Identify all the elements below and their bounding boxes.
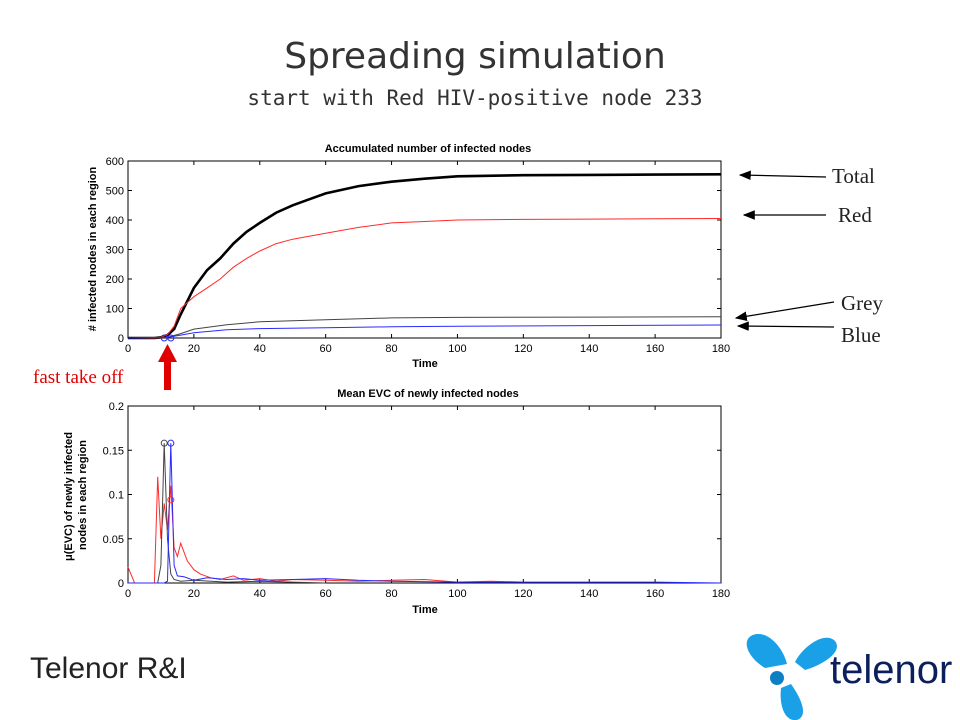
x-tick-label: 140 (580, 588, 598, 600)
series-marker (160, 439, 168, 447)
x-tick-label: 40 (254, 588, 266, 600)
arrow-grey (734, 301, 835, 321)
annotation-grey: Grey (841, 291, 883, 315)
x-tick-label: 120 (514, 588, 532, 600)
x-tick-label: 100 (448, 588, 466, 600)
y-tick-label: 400 (106, 215, 124, 227)
series-line-total (128, 173, 722, 340)
x-tick-label: 160 (646, 588, 664, 600)
x-tick-label: 160 (646, 343, 664, 355)
x-tick-label: 140 (580, 343, 598, 355)
x-tick-label: 80 (385, 588, 397, 600)
y-tick-label: 0.2 (109, 401, 124, 413)
annotation-total: Total (832, 164, 875, 188)
slide-subtitle: start with Red HIV-positive node 233 (247, 86, 703, 110)
chart2-xlabel: Time (412, 604, 437, 616)
annotations: Total Red Grey Blue fast take off (33, 164, 883, 390)
x-tick-label: 120 (514, 343, 532, 355)
chart1-plot-area (127, 160, 722, 339)
chart2-ylabel-line2: nodes in each region (77, 440, 89, 550)
x-tick-label: 100 (448, 343, 466, 355)
take-off-arrow-icon (158, 344, 177, 390)
mean-evc-chart: Mean EVC of newly infected nodes 0 0.05 0.… (63, 388, 730, 616)
annotation-blue: Blue (841, 323, 881, 347)
y-tick-label: 0.1 (109, 490, 124, 502)
y-tick-label: 300 (106, 245, 124, 257)
x-tick-label: 180 (712, 343, 730, 355)
x-tick-label: 180 (712, 588, 730, 600)
y-tick-label: 500 (106, 186, 124, 198)
series-line-blue (128, 443, 722, 584)
chart1-xlabel: Time (412, 358, 437, 370)
x-tick-label: 0 (125, 343, 131, 355)
x-tick-label: 0 (125, 588, 131, 600)
slide-title: Spreading simulation (284, 36, 666, 77)
series-marker (167, 439, 175, 447)
chart1-ylabel: # infected nodes in each region (87, 167, 99, 332)
telenor-propeller-icon (746, 633, 837, 720)
series-marker (167, 334, 175, 342)
series-line-grey (127, 316, 722, 339)
x-tick-label: 60 (320, 588, 332, 600)
y-tick-label: 0.05 (103, 534, 124, 546)
x-tick-label: 60 (320, 343, 332, 355)
annotation-fast-take-off: fast take off (33, 367, 124, 388)
chart1-title: Accumulated number of infected nodes (325, 143, 532, 155)
y-tick-label: 200 (106, 274, 124, 286)
telenor-logo: telenor (746, 633, 952, 720)
y-tick-label: 100 (106, 304, 124, 316)
series-line-grey (128, 443, 326, 584)
x-tick-label: 80 (385, 343, 397, 355)
chart2-plot-area (127, 405, 722, 584)
arrow-blue (736, 321, 835, 331)
brand-wordmark: telenor (830, 648, 952, 692)
y-tick-label: 0 (118, 578, 124, 590)
arrow-total (738, 170, 827, 181)
series-marker (167, 496, 175, 504)
y-tick-label: 0.15 (103, 445, 124, 457)
x-tick-label: 40 (254, 343, 266, 355)
footer-org-name: Telenor R&I (30, 652, 187, 685)
chart2-ylabel: μ(EVC) of newly infected nodes in each r… (63, 429, 89, 561)
chart2-ylabel-line1: μ(EVC) of newly infected (63, 432, 75, 561)
chart2-title: Mean EVC of newly infected nodes (337, 388, 519, 400)
annotation-red: Red (838, 203, 872, 227)
series-line-red (127, 476, 524, 584)
y-tick-label: 0 (118, 333, 124, 345)
series-marker (160, 334, 168, 342)
x-tick-label: 20 (188, 588, 200, 600)
series-line-red (128, 218, 722, 339)
accumulated-infected-chart: Accumulated number of infected nodes 0 10… (87, 143, 730, 370)
series-line-blue (127, 324, 722, 339)
x-tick-label: 20 (188, 343, 200, 355)
y-tick-label: 600 (106, 156, 124, 168)
